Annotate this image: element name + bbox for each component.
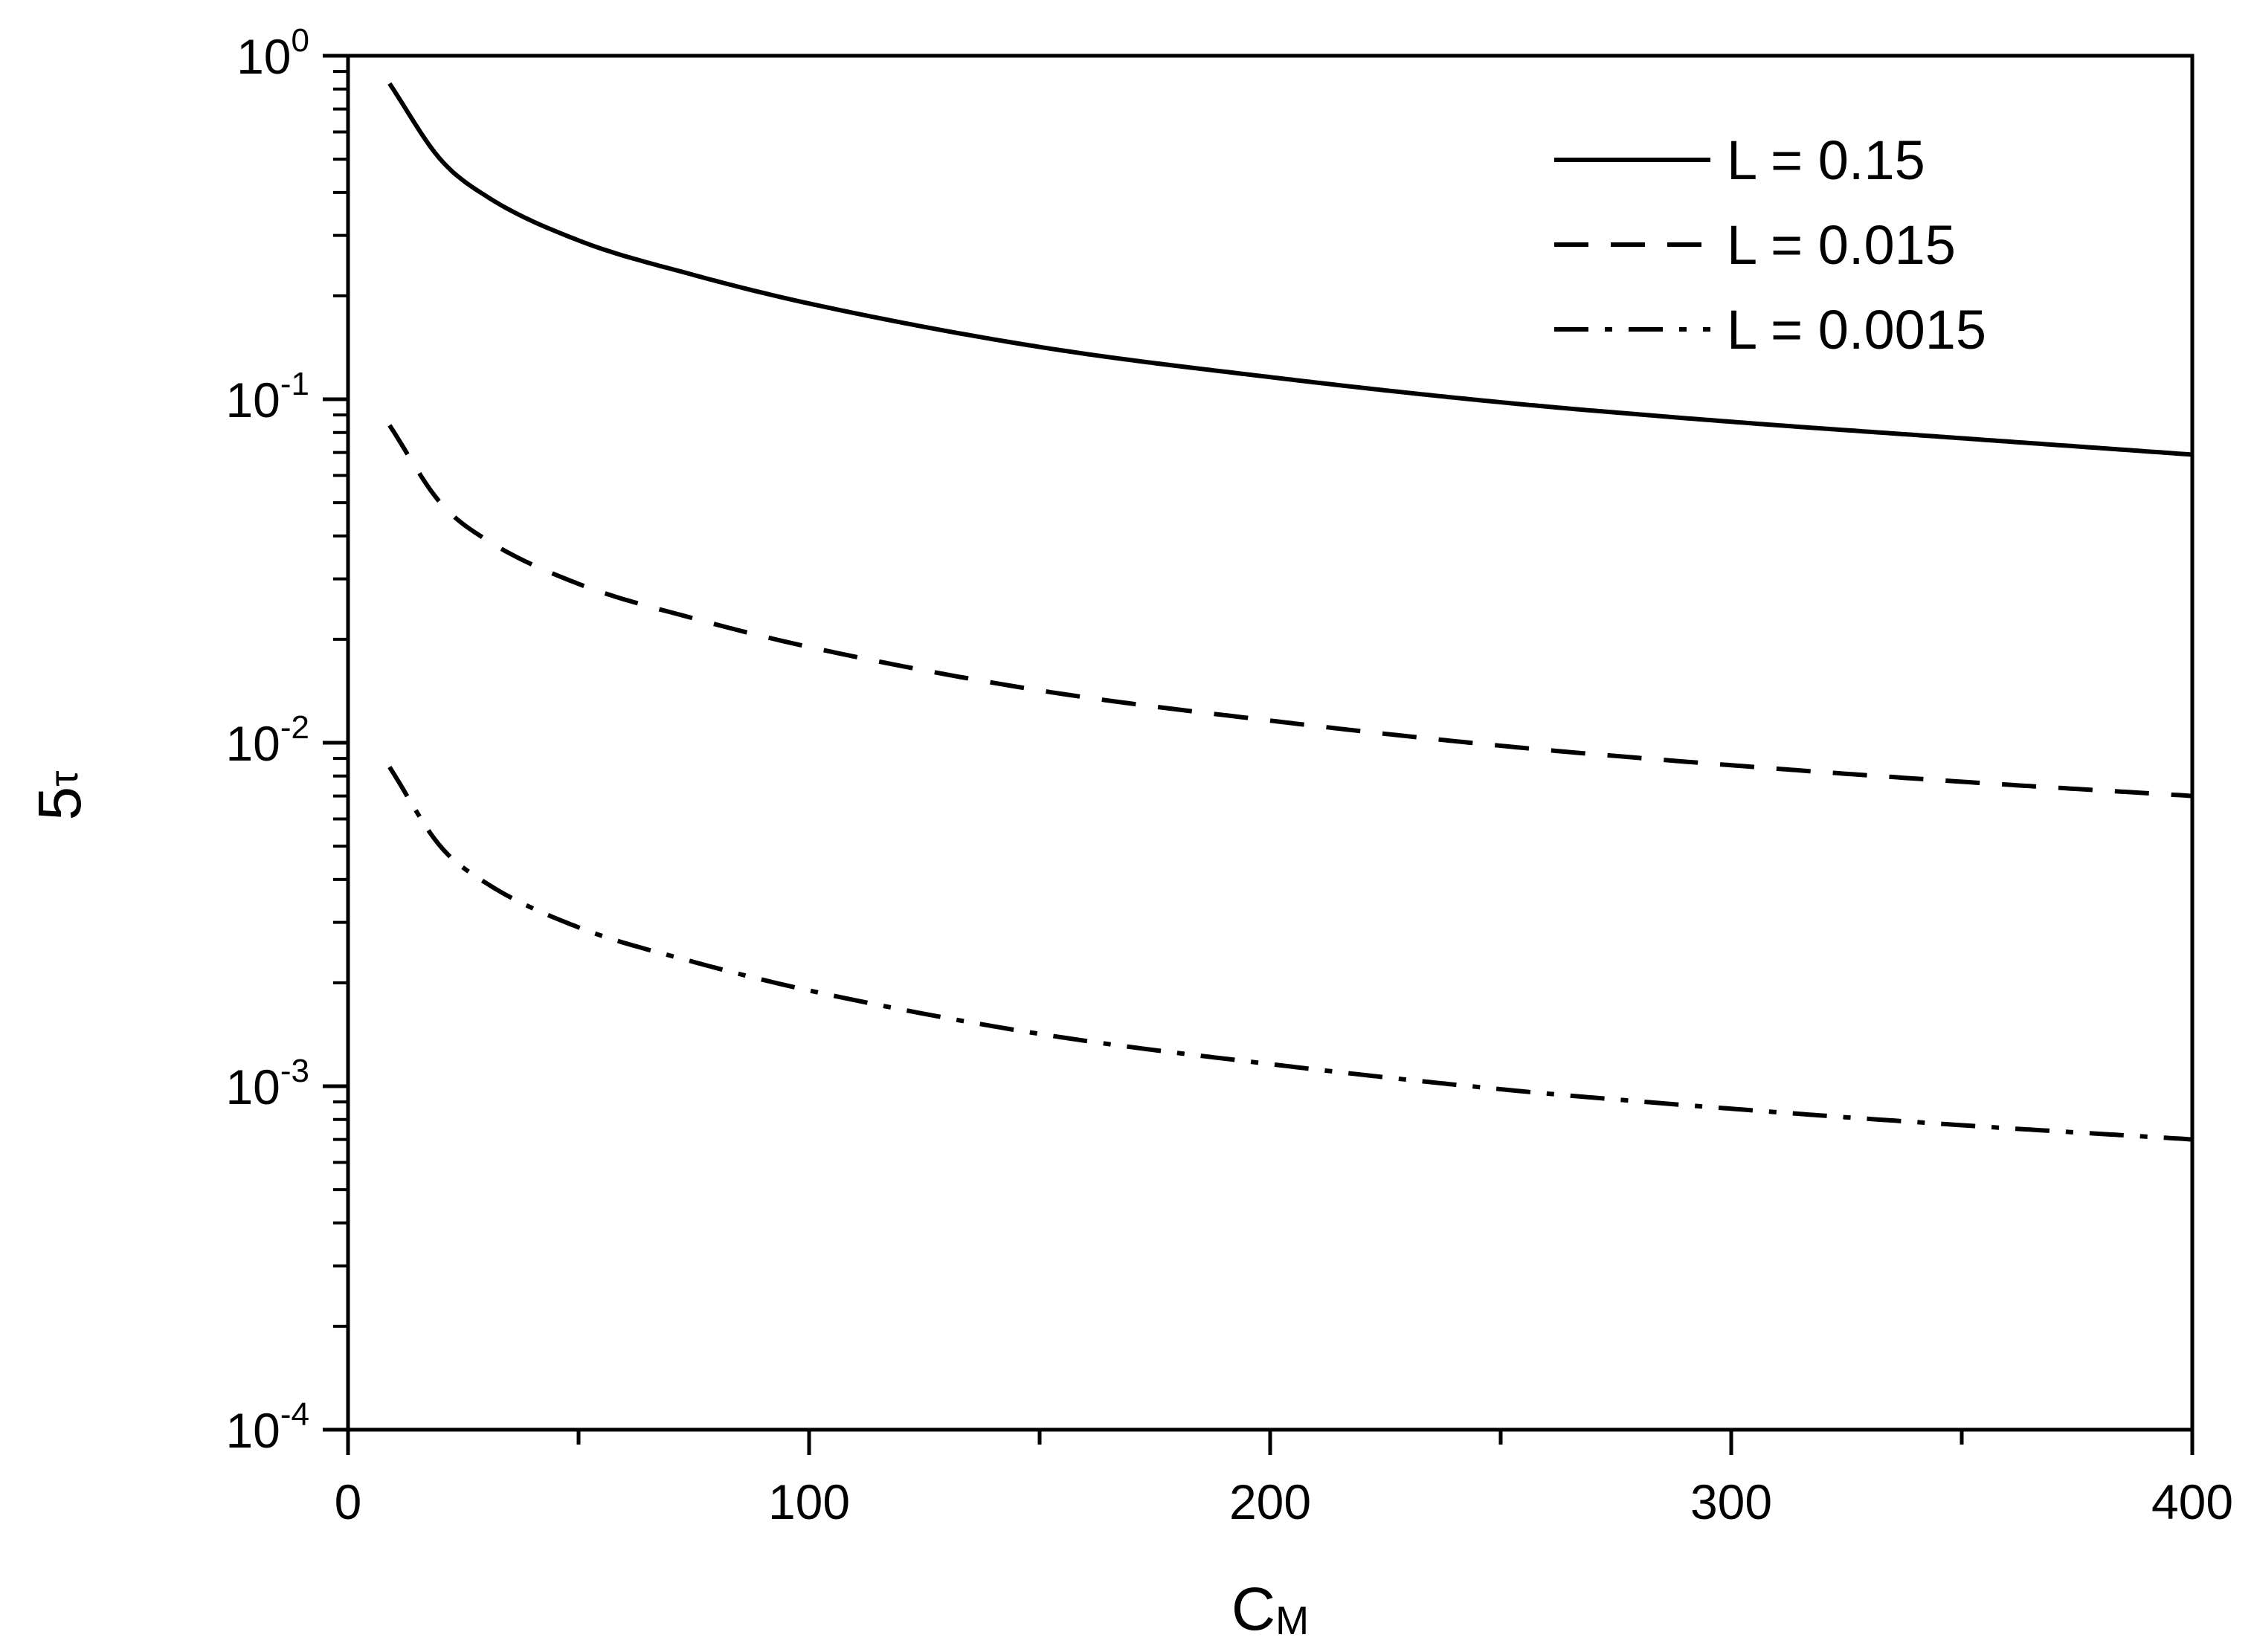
- series-line: [387, 82, 2193, 457]
- y-axis-title-main: 5: [26, 787, 94, 821]
- y-tick-label: 10-2: [225, 709, 309, 771]
- series-line: [387, 766, 2193, 1142]
- x-tick-label: 200: [1229, 1474, 1311, 1529]
- x-tick-label: 100: [768, 1474, 850, 1529]
- y-tick-exponent: -2: [280, 709, 309, 746]
- x-tick-label: 300: [1690, 1474, 1772, 1529]
- y-tick-label: 10-1: [225, 366, 309, 427]
- y-tick-base: 10: [236, 29, 291, 84]
- y-tick-label: 10-4: [225, 1396, 309, 1458]
- y-axis-title: 5τ: [26, 771, 94, 821]
- y-tick-exponent: -4: [280, 1396, 309, 1433]
- y-tick-label: 100: [236, 22, 309, 84]
- x-tick-label: 400: [2151, 1474, 2233, 1529]
- legend: L = 0.15 L = 0.015 L = 0.0015: [1554, 129, 1986, 361]
- plot-frame: [346, 54, 2195, 1432]
- y-tick-exponent: -3: [280, 1053, 309, 1089]
- legend-label: L = 0.15: [1727, 129, 1925, 191]
- series-line: [387, 424, 2193, 798]
- y-tick-base: 10: [225, 1059, 280, 1114]
- y-tick-base: 10: [225, 716, 280, 771]
- y-tick-label: 10-3: [225, 1053, 309, 1114]
- y-tick-base: 10: [225, 1403, 280, 1458]
- x-axis-title: CM: [1231, 1575, 1309, 1643]
- x-axis-title-main: C: [1231, 1575, 1275, 1643]
- x-tick-label: 0: [335, 1474, 362, 1529]
- y-axis-title-sub: τ: [42, 771, 86, 787]
- x-axis-title-sub: M: [1275, 1598, 1309, 1643]
- legend-label: L = 0.015: [1727, 214, 1956, 276]
- axis-ticks: [323, 54, 2195, 1455]
- series-lines: [387, 82, 2193, 1142]
- y-tick-exponent: -1: [280, 366, 309, 402]
- legend-label: L = 0.0015: [1727, 299, 1986, 361]
- y-tick-exponent: 0: [292, 22, 309, 59]
- y-tick-base: 10: [225, 372, 280, 427]
